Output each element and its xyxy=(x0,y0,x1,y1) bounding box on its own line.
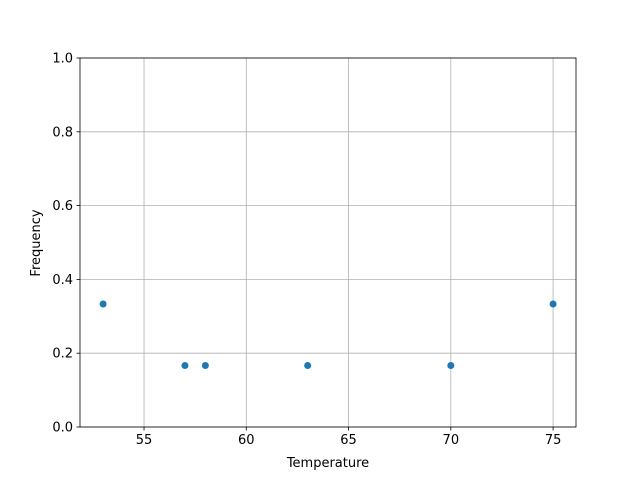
data-point xyxy=(181,361,189,369)
x-axis-label: Temperature xyxy=(286,456,369,471)
x-tick-label: 55 xyxy=(136,433,153,448)
ticks: 55 60 65 70 75 0.0 0.2 0.4 0.6 0.8 1.0 xyxy=(52,52,561,449)
x-tick-label: 60 xyxy=(238,433,255,448)
y-tick-label: 0.8 xyxy=(52,125,73,140)
y-tick-label: 1.0 xyxy=(52,52,73,67)
y-tick-label: 0.4 xyxy=(52,273,73,288)
axes-frame xyxy=(79,57,577,428)
data-points xyxy=(99,300,557,369)
grid xyxy=(80,57,576,428)
x-tick-label: 70 xyxy=(443,433,460,448)
y-tick-label: 0.0 xyxy=(52,421,73,436)
y-tick-label: 0.6 xyxy=(52,199,73,214)
x-tick-label: 65 xyxy=(340,433,357,448)
y-tick-label: 0.2 xyxy=(52,347,73,362)
data-point xyxy=(447,361,455,369)
y-axis-label: Frequency xyxy=(29,209,44,276)
data-point xyxy=(99,300,107,308)
data-point xyxy=(549,300,557,308)
data-point xyxy=(201,361,209,369)
data-point xyxy=(304,361,312,369)
x-tick-label: 75 xyxy=(545,433,562,448)
